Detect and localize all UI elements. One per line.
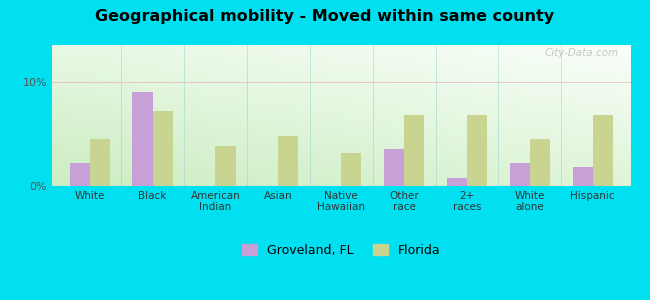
- Bar: [404, 115, 424, 186]
- Bar: [573, 167, 593, 186]
- Bar: [216, 146, 235, 186]
- Bar: [510, 163, 530, 186]
- Bar: [153, 111, 173, 186]
- Bar: [278, 136, 298, 186]
- Legend: Groveland, FL, Florida: Groveland, FL, Florida: [237, 238, 445, 262]
- Bar: [447, 178, 467, 186]
- Bar: [341, 153, 361, 186]
- Text: City-Data.com: City-Data.com: [545, 48, 619, 58]
- Bar: [70, 163, 90, 186]
- Bar: [530, 139, 550, 186]
- Bar: [133, 92, 153, 186]
- Bar: [384, 149, 404, 186]
- Bar: [90, 139, 110, 186]
- Bar: [467, 115, 487, 186]
- Bar: [593, 115, 613, 186]
- Text: Geographical mobility - Moved within same county: Geographical mobility - Moved within sam…: [96, 9, 554, 24]
